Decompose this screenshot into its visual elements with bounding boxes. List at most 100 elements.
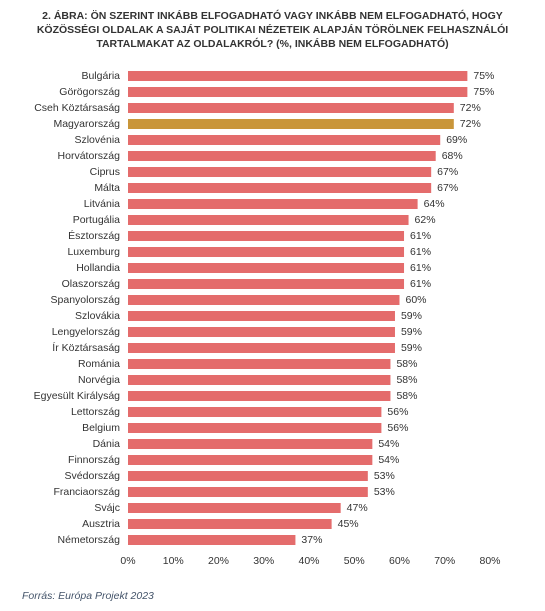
x-tick-label: 20% (208, 555, 229, 567)
source-note: Forrás: Európa Projekt 2023 (22, 590, 154, 602)
value-label: 68% (442, 150, 463, 162)
bar (128, 135, 441, 145)
bar (128, 295, 400, 305)
y-tick-label: Ír Köztársaság (52, 341, 120, 354)
value-label: 58% (396, 390, 417, 402)
value-label: 75% (473, 70, 494, 82)
bar (128, 343, 395, 353)
x-tick-label: 80% (479, 555, 500, 567)
value-label: 64% (424, 198, 445, 210)
bar (128, 119, 454, 129)
y-tick-label: Románia (78, 358, 120, 370)
bar (128, 247, 405, 257)
value-label: 47% (347, 502, 368, 514)
y-tick-label: Lettország (71, 406, 120, 418)
y-tick-label: Lengyelország (52, 326, 120, 338)
bar (128, 103, 454, 113)
bar (128, 87, 468, 97)
bar (128, 375, 391, 385)
bar (128, 359, 391, 369)
value-label: 59% (401, 342, 422, 354)
value-label: 67% (437, 166, 458, 178)
value-label: 72% (460, 102, 481, 114)
x-tick-label: 70% (434, 555, 455, 567)
value-label: 60% (406, 294, 427, 306)
chart-title: 2. ÁBRA: ÖN SZERINT INKÁBB ELFOGADHATÓ V… (36, 10, 509, 50)
y-tick-label: Norvégia (78, 374, 120, 386)
y-tick-label: Svájc (94, 502, 120, 514)
y-tick-label: Magyarország (53, 118, 120, 130)
value-label: 72% (460, 118, 481, 130)
y-tick-label: Görögország (59, 86, 120, 98)
y-tick-label: Finnország (68, 454, 120, 466)
value-label: 54% (378, 454, 399, 466)
y-tick-label: Horvátország (58, 150, 121, 162)
y-tick-label: Spanyolország (51, 294, 121, 306)
y-tick-label: Franciaország (53, 486, 120, 498)
value-label: 58% (396, 358, 417, 370)
y-tick-label: Belgium (82, 422, 120, 434)
y-tick-label: Cseh Köztársaság (34, 102, 120, 114)
y-tick-label: Szlovénia (74, 134, 120, 146)
bar (128, 503, 341, 513)
value-label: 69% (446, 134, 467, 146)
value-label: 54% (378, 438, 399, 450)
value-label: 62% (415, 214, 436, 226)
bar (128, 471, 368, 481)
value-label: 53% (374, 486, 395, 498)
bar (128, 391, 391, 401)
y-tick-label: Ciprus (90, 166, 120, 178)
y-tick-label: Svédország (65, 470, 121, 482)
y-tick-label: Szlovákia (75, 310, 120, 322)
x-tick-label: 10% (163, 555, 184, 567)
x-tick-label: 60% (389, 555, 410, 567)
y-tick-label: Hollandia (76, 262, 120, 274)
y-tick-label: Egyesült Királyság (34, 390, 121, 402)
bar (128, 151, 436, 161)
value-label: 59% (401, 326, 422, 338)
bar (128, 535, 296, 545)
value-label: 61% (410, 278, 431, 290)
x-tick-label: 0% (120, 555, 135, 567)
y-tick-label: Dánia (93, 438, 121, 450)
x-tick-label: 30% (253, 555, 274, 567)
bar (128, 407, 382, 417)
bar (128, 215, 409, 225)
value-label: 58% (396, 374, 417, 386)
y-tick-label: Németország (58, 534, 121, 546)
bar (128, 455, 373, 465)
chart: 0% 10% 20% 30% 40% 50% 60% 70% 80% Bulgária 75% Gör… (34, 70, 501, 567)
y-tick-label: Észtország (68, 229, 120, 242)
bar (128, 279, 405, 289)
bar (128, 487, 368, 497)
bar (128, 167, 432, 177)
value-label: 67% (437, 182, 458, 194)
y-tick-label: Olaszország (62, 278, 121, 290)
x-tick-label: 40% (298, 555, 319, 567)
bar (128, 519, 332, 529)
value-label: 61% (410, 262, 431, 274)
bar (128, 71, 468, 81)
bar (128, 199, 418, 209)
value-label: 75% (473, 86, 494, 98)
value-label: 61% (410, 246, 431, 258)
bar (128, 231, 405, 241)
x-tick-label: 50% (344, 555, 365, 567)
y-tick-label: Portugália (73, 214, 120, 226)
y-tick-label: Litvánia (84, 198, 120, 210)
value-label: 56% (387, 422, 408, 434)
y-tick-label: Ausztria (82, 518, 120, 530)
bar (128, 311, 395, 321)
value-label: 59% (401, 310, 422, 322)
bar (128, 423, 382, 433)
bar (128, 263, 405, 273)
bar (128, 439, 373, 449)
y-tick-label: Luxemburg (67, 246, 120, 258)
bar (128, 327, 395, 337)
y-tick-label: Bulgária (81, 70, 120, 82)
value-label: 61% (410, 230, 431, 242)
value-label: 45% (338, 518, 359, 530)
value-label: 56% (387, 406, 408, 418)
value-label: 37% (301, 534, 322, 546)
